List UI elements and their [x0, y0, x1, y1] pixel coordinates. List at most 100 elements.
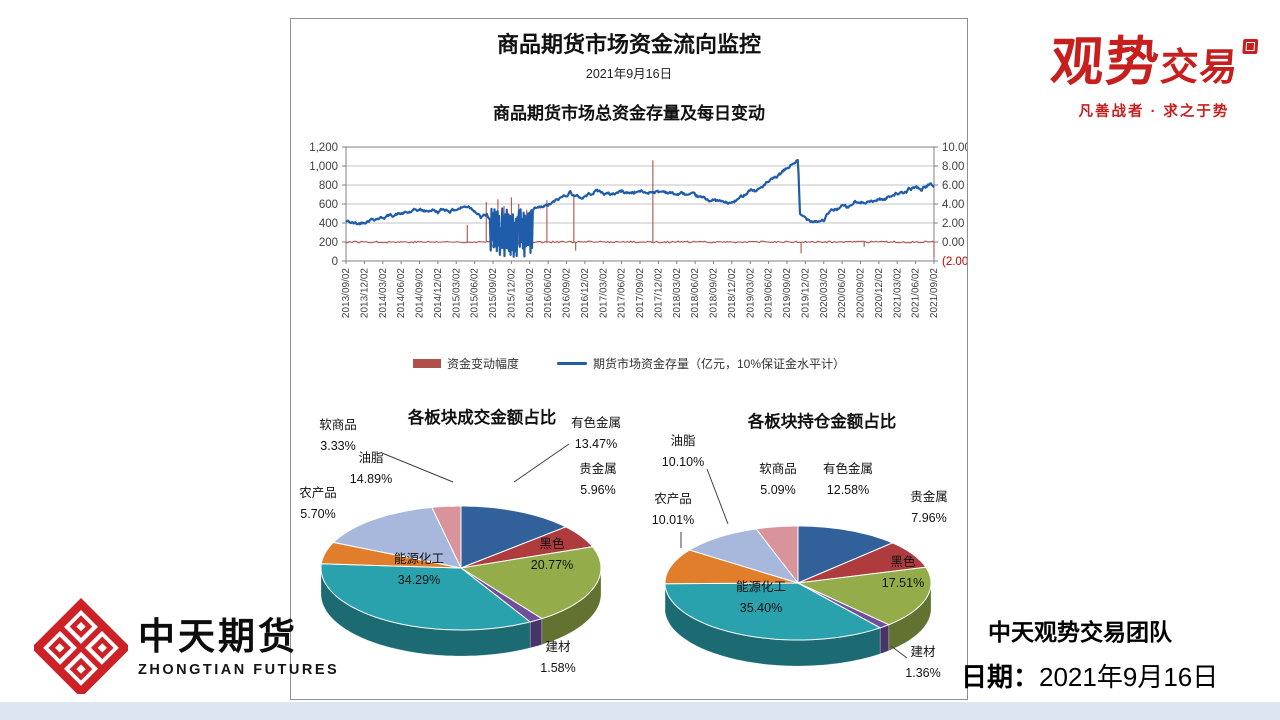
svg-text:2013/12/02: 2013/12/02 [359, 268, 370, 318]
svg-text:400: 400 [319, 218, 338, 230]
pie-1-leaders [680, 468, 908, 659]
line-chart-title: 商品期货市场总资金存量及每日变动 [493, 104, 765, 123]
guanshi-tagline: 凡善战者 · 求之于势 [1078, 104, 1230, 120]
svg-text:2020/12/02: 2020/12/02 [874, 268, 885, 318]
team-name: 中天观势交易团队 [988, 619, 1172, 645]
svg-text:2019/03/02: 2019/03/02 [745, 268, 756, 318]
svg-text:2.00: 2.00 [942, 218, 964, 230]
svg-text:4.00: 4.00 [942, 199, 964, 211]
svg-text:2021/03/02: 2021/03/02 [892, 268, 903, 318]
svg-text:2021/09/02: 2021/09/02 [929, 268, 940, 318]
pie-slice-贵金属 [797, 542, 927, 584]
svg-text:2014/03/02: 2014/03/02 [378, 268, 389, 318]
svg-text:2018/06/02: 2018/06/02 [690, 268, 701, 318]
svg-text:2016/12/02: 2016/12/02 [580, 268, 591, 318]
left-axis-labels: 1,200 1,000 800 600 400 200 0 [309, 142, 346, 268]
pie-slice-农产品 [664, 549, 799, 585]
svg-text:8.00: 8.00 [942, 161, 964, 173]
zhongtian-brand: 中天期货 ZHONGTIAN FUTURES [34, 598, 339, 694]
legend-label-stock: 期货市场资金存量（亿元，10%保证金水平计） [592, 357, 846, 371]
svg-text:600: 600 [319, 199, 338, 211]
pie-slice-能源化工 [664, 582, 882, 641]
zhongtian-name-en: ZHONGTIAN FUTURES [138, 662, 340, 678]
svg-text:10.00: 10.00 [942, 142, 967, 154]
pie-slice-软商品 [755, 525, 799, 585]
svg-text:2016/03/02: 2016/03/02 [525, 268, 536, 318]
legend-label-change: 资金变动幅度 [446, 357, 519, 371]
svg-text:2020/06/02: 2020/06/02 [837, 268, 848, 318]
svg-text:2019/12/02: 2019/12/02 [800, 268, 811, 318]
blue-line-icon [556, 361, 587, 366]
series-stock-blue [345, 158, 935, 258]
legend-item-stock: 期货市场资金存量（亿元，10%保证金水平计） [556, 355, 846, 372]
svg-text:2017/06/02: 2017/06/02 [617, 268, 628, 318]
line-chart-legend: 资金变动幅度 期货市场资金存量（亿元，10%保证金水平计） [291, 355, 967, 372]
svg-text:2018/03/02: 2018/03/02 [672, 268, 683, 318]
zhongtian-text: 中天期货 ZHONGTIAN FUTURES [138, 614, 339, 678]
pie-slice-软商品 [431, 505, 462, 569]
svg-text:2014/06/02: 2014/06/02 [396, 268, 407, 318]
svg-text:2020/03/02: 2020/03/02 [819, 268, 830, 318]
legend-item-change: 资金变动幅度 [412, 355, 519, 372]
pie-slice-有色金属 [460, 505, 568, 569]
pie-slice-能源化工 [320, 563, 532, 631]
bottom-strip [0, 702, 1280, 720]
svg-text:2015/03/02: 2015/03/02 [451, 268, 462, 318]
pie-slice-农产品 [320, 541, 462, 569]
svg-text:2019/09/02: 2019/09/02 [782, 268, 793, 318]
svg-text:1,000: 1,000 [309, 161, 338, 173]
footer-date: 日期：2021年9月16日 [961, 657, 1280, 694]
report-date: 2021年9月16日 [585, 67, 673, 81]
svg-text:2017/03/02: 2017/03/02 [598, 268, 609, 318]
series-change-red [345, 160, 935, 258]
guanshi-brand: 观势 交易 凡善战者 · 求之于势 [1038, 20, 1270, 121]
svg-text:2015/12/02: 2015/12/02 [506, 268, 517, 318]
svg-text:2017/09/02: 2017/09/02 [635, 268, 646, 318]
svg-text:2019/06/02: 2019/06/02 [764, 268, 775, 318]
pie-slice-油脂 [688, 528, 800, 584]
svg-text:2018/09/02: 2018/09/02 [709, 268, 720, 318]
svg-text:2015/09/02: 2015/09/02 [488, 268, 499, 318]
report-panel: 1,200 1,000 800 600 400 200 0 10.00 8.00 6.00 4.00… [290, 18, 968, 700]
svg-text:0: 0 [332, 256, 338, 268]
pie-0-slices [320, 505, 602, 631]
svg-text:2018/12/02: 2018/12/02 [727, 268, 738, 318]
guanshi-logo-part2: 交易 [1158, 47, 1240, 89]
pie-charts [320, 443, 932, 667]
seal-icon [1242, 39, 1259, 54]
zhongtian-logo-icon [34, 598, 128, 694]
report-title: 商品期货市场资金流向监控 [496, 32, 761, 57]
svg-text:2016/06/02: 2016/06/02 [543, 268, 554, 318]
svg-text:2014/09/02: 2014/09/02 [415, 268, 426, 318]
svg-text:2014/12/02: 2014/12/02 [433, 268, 444, 318]
zhongtian-name-cn: 中天期货 [138, 616, 298, 657]
footer-date-value: 2021年9月16日 [1039, 662, 1219, 692]
pie-title-turnover: 各板块成交金额占比 [407, 409, 557, 427]
guanshi-logo: 观势 交易 [1035, 20, 1272, 96]
pie-slice-黑色 [796, 566, 932, 626]
svg-text:6.00: 6.00 [942, 180, 964, 192]
svg-text:0.00: 0.00 [942, 237, 964, 249]
svg-text:2015/06/02: 2015/06/02 [470, 268, 481, 318]
pie-slice-有色金属 [797, 525, 894, 584]
svg-text:2020/09/02: 2020/09/02 [856, 268, 867, 318]
svg-text:2016/09/02: 2016/09/02 [562, 268, 573, 318]
pie-slice-黑色 [459, 546, 602, 620]
line-chart: 1,200 1,000 800 600 400 200 0 10.00 8.00 6.00 4.00… [309, 142, 967, 318]
pie-slice-油脂 [332, 506, 462, 569]
svg-text:2021/06/02: 2021/06/02 [911, 268, 922, 318]
pie-1-slices [664, 525, 932, 641]
right-axis-labels: 10.00 8.00 6.00 4.00 2.00 0.00 (2.00) [934, 142, 967, 268]
x-axis-labels: 2013/09/02 2013/12/02 2014/03/02 2014/06/02… [341, 261, 940, 318]
svg-text:(2.00): (2.00) [942, 256, 967, 268]
pie-title-openinterest: 各板块持仓金额占比 [747, 413, 897, 431]
footer-date-label: 日期： [961, 662, 1040, 692]
pie-slice-贵金属 [460, 526, 594, 569]
svg-text:800: 800 [319, 180, 338, 192]
guanshi-logo-part1: 观势 [1048, 34, 1163, 92]
pie-0-leaders [381, 443, 570, 483]
svg-text:1,200: 1,200 [309, 142, 338, 154]
svg-text:200: 200 [319, 237, 338, 249]
svg-text:2017/12/02: 2017/12/02 [653, 268, 664, 318]
